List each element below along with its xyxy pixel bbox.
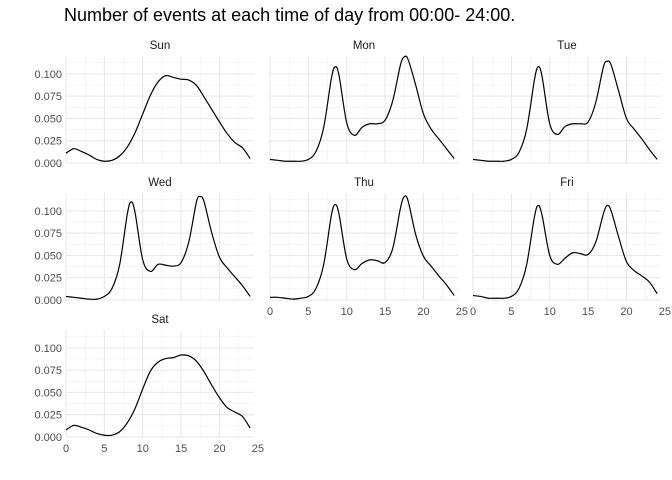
facet-label-thu: Thu bbox=[354, 177, 374, 189]
density-line-thu bbox=[269, 195, 455, 300]
y-tick-label: 0.050 bbox=[34, 250, 62, 262]
y-tick-label: 0.075 bbox=[34, 91, 62, 103]
y-tick-label: 0.025 bbox=[34, 273, 62, 285]
x-tick-label: 10 bbox=[341, 306, 353, 318]
facet-label-tue: Tue bbox=[557, 40, 576, 52]
density-line-wed bbox=[65, 195, 251, 300]
y-tick-label: 0.050 bbox=[34, 387, 62, 399]
y-tick-label: 0.000 bbox=[34, 295, 62, 307]
x-tick-label: 5 bbox=[508, 306, 514, 318]
chart-title: Number of events at each time of day fro… bbox=[64, 5, 516, 25]
y-tick-label: 0.075 bbox=[34, 365, 62, 377]
x-tick-label: 0 bbox=[63, 443, 69, 455]
x-tick-label: 20 bbox=[213, 443, 225, 455]
x-tick-label: 15 bbox=[175, 443, 187, 455]
x-tick-label: 15 bbox=[379, 306, 391, 318]
x-tick-label: 0 bbox=[470, 306, 476, 318]
y-tick-label: 0.000 bbox=[34, 158, 62, 170]
x-tick-label: 25 bbox=[456, 306, 468, 318]
x-tick-label: 10 bbox=[137, 443, 149, 455]
y-tick-label: 0.025 bbox=[34, 136, 62, 148]
density-line-fri bbox=[472, 204, 658, 299]
x-tick-label: 20 bbox=[417, 306, 429, 318]
y-tick-label: 0.050 bbox=[34, 113, 62, 125]
density-line-sun bbox=[65, 74, 251, 162]
x-tick-label: 10 bbox=[544, 306, 556, 318]
y-tick-label: 0.025 bbox=[34, 410, 62, 422]
x-tick-label: 5 bbox=[305, 306, 311, 318]
y-tick-label: 0.100 bbox=[34, 69, 62, 81]
x-tick-label: 25 bbox=[252, 443, 264, 455]
facet-label-wed: Wed bbox=[148, 177, 171, 189]
density-line-tue bbox=[472, 60, 658, 162]
facet-label-sun: Sun bbox=[150, 40, 170, 52]
y-tick-label: 0.100 bbox=[34, 206, 62, 218]
y-tick-label: 0.100 bbox=[34, 343, 62, 355]
x-tick-label: 25 bbox=[659, 306, 671, 318]
x-tick-label: 15 bbox=[582, 306, 594, 318]
x-tick-label: 0 bbox=[267, 306, 273, 318]
facet-label-mon: Mon bbox=[353, 40, 375, 52]
y-tick-label: 0.075 bbox=[34, 228, 62, 240]
y-tick-label: 0.000 bbox=[34, 432, 62, 444]
density-line-sat bbox=[65, 354, 251, 437]
x-tick-label: 5 bbox=[101, 443, 107, 455]
facet-label-sat: Sat bbox=[151, 314, 169, 326]
density-line-mon bbox=[269, 55, 455, 162]
x-tick-label: 20 bbox=[620, 306, 632, 318]
facet-label-fri: Fri bbox=[560, 177, 573, 189]
